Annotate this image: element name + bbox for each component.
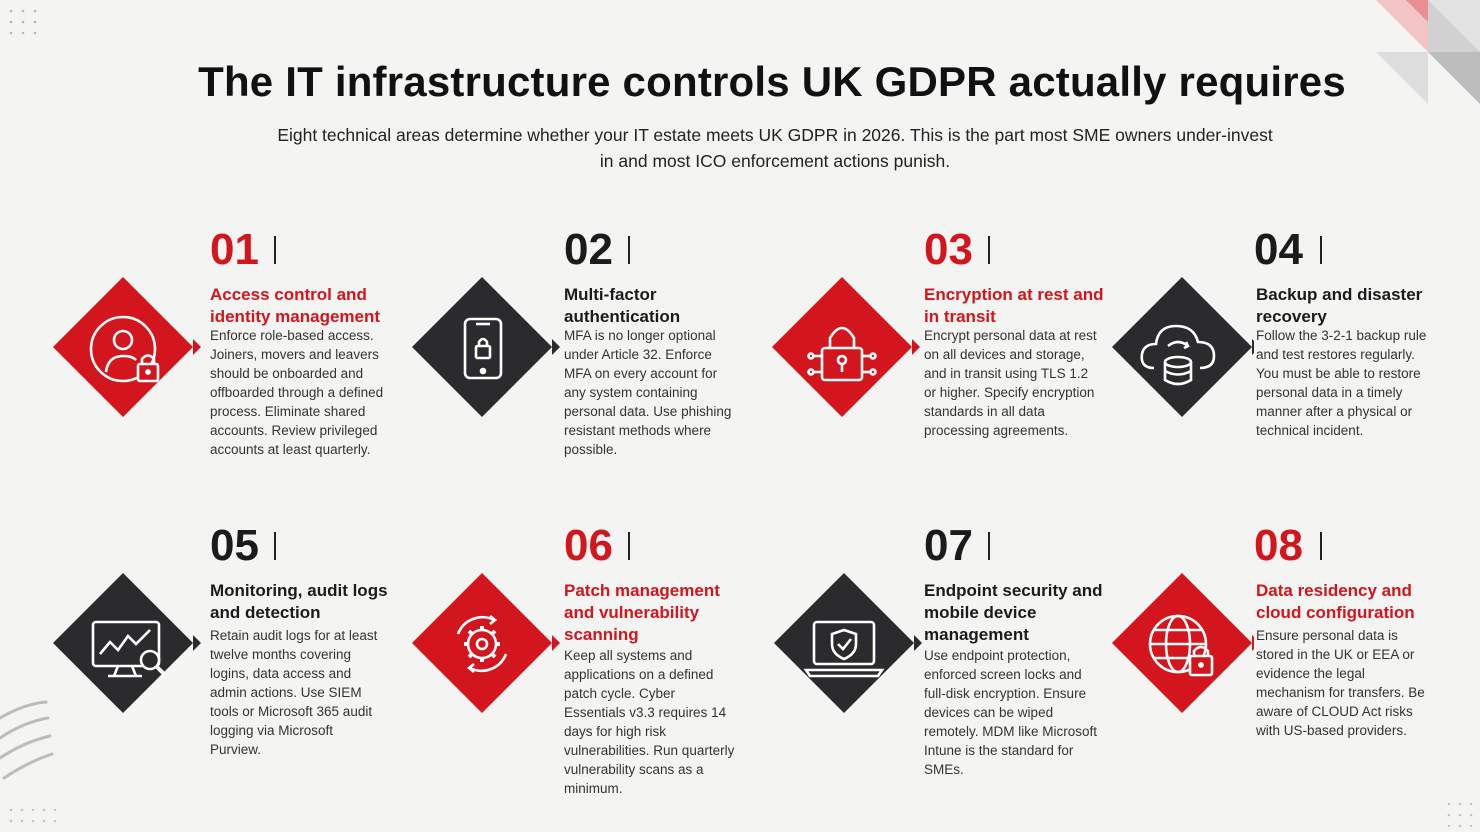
control-card-patch-management: 06 Patch management and vulnerability sc… xyxy=(402,521,742,818)
page-subtitle: Eight technical areas determine whether … xyxy=(277,125,1273,171)
control-description: Retain audit logs for at least twelve mo… xyxy=(210,628,378,757)
monitor-analytics-icon xyxy=(91,620,167,678)
laptop-shield-icon xyxy=(803,620,885,678)
diamond-badge xyxy=(53,573,201,713)
diamond-badge xyxy=(1112,573,1254,713)
decorative-dots xyxy=(9,808,57,823)
control-number: 05 xyxy=(210,521,259,570)
control-number: 02 xyxy=(564,225,613,274)
decorative-waves xyxy=(0,700,54,780)
control-heading: Access control and identity management xyxy=(210,285,381,326)
padlock-circuit-icon xyxy=(807,326,877,382)
control-card-backup: 04 Backup and disaster recovery Follow t… xyxy=(1094,225,1434,522)
control-description: Enforce role-based access. Joiners, move… xyxy=(210,328,384,457)
control-heading: Data residency and cloud configuration xyxy=(1256,581,1415,622)
control-card-endpoint-security: 07 Endpoint security and mobile device m… xyxy=(762,521,1103,818)
control-description: Use endpoint protection, enforced screen… xyxy=(924,648,1098,777)
diamond-badge xyxy=(1112,277,1254,417)
number-divider xyxy=(628,236,630,264)
number-divider xyxy=(274,532,276,560)
control-card-access-control: 01 Access control and identity managemen… xyxy=(48,225,388,522)
number-divider xyxy=(1320,532,1322,560)
mobile-lock-icon xyxy=(463,317,503,380)
control-description: Encrypt personal data at rest on all dev… xyxy=(924,328,1097,438)
control-heading: Multi-factor authentication xyxy=(564,285,681,326)
diamond-badge xyxy=(772,277,920,417)
control-heading: Monitoring, audit logs and detection xyxy=(210,581,388,622)
control-description: Ensure personal data is stored in the UK… xyxy=(1256,628,1425,738)
control-card-encryption: 03 Encryption at rest and in transit Enc… xyxy=(762,225,1103,522)
decorative-triangles xyxy=(1376,0,1480,104)
control-description: Follow the 3-2-1 backup rule and test re… xyxy=(1256,328,1427,438)
control-card-data-residency: 08 Data residency and cloud configuratio… xyxy=(1094,521,1434,818)
control-heading: Backup and disaster recovery xyxy=(1256,285,1423,326)
decorative-dots xyxy=(9,9,37,35)
control-heading: Encryption at rest and in transit xyxy=(924,285,1104,326)
page-title: The IT infrastructure controls UK GDPR a… xyxy=(198,58,1346,105)
globe-lock-icon xyxy=(1148,614,1214,677)
control-heading: Patch management and vulnerability scann… xyxy=(564,581,720,644)
control-card-mfa: 02 Multi-factor authentication MFA is no… xyxy=(402,225,742,522)
diamond-badge xyxy=(412,277,560,417)
diamond-badge xyxy=(53,277,201,417)
number-divider xyxy=(988,532,990,560)
diamond-badge xyxy=(412,573,560,713)
user-lock-icon xyxy=(89,315,160,383)
diamond-badge xyxy=(774,573,922,713)
control-number: 07 xyxy=(924,521,973,570)
control-number: 03 xyxy=(924,225,973,274)
number-divider xyxy=(274,236,276,264)
number-divider xyxy=(628,532,630,560)
number-divider xyxy=(1320,236,1322,264)
control-number: 06 xyxy=(564,521,613,570)
control-number: 08 xyxy=(1254,521,1303,570)
control-description: Keep all systems and applications on a d… xyxy=(564,648,735,796)
number-divider xyxy=(988,236,990,264)
control-number: 04 xyxy=(1254,225,1303,274)
decorative-dots xyxy=(1447,802,1473,828)
gear-cycle-icon xyxy=(456,614,508,674)
control-heading: Endpoint security and mobile device mana… xyxy=(924,581,1103,644)
control-description: MFA is no longer optional under Article … xyxy=(564,328,732,457)
cloud-database-icon xyxy=(1140,324,1216,386)
control-number: 01 xyxy=(210,225,259,274)
control-card-monitoring: 05 Monitoring, audit logs and detection … xyxy=(48,521,388,818)
